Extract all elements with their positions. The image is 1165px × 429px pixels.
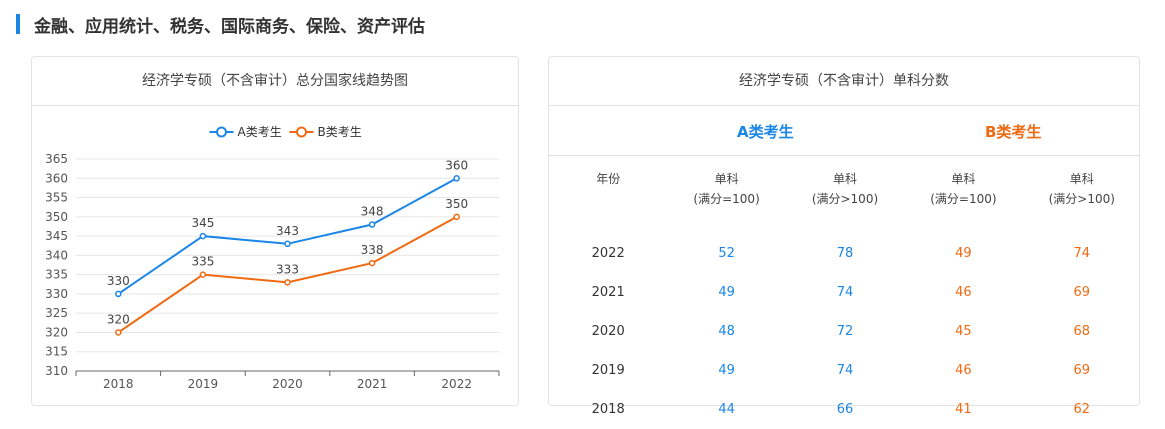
cell-a-score: 49 (718, 285, 735, 300)
data-point (368, 259, 376, 267)
data-point (453, 175, 460, 182)
data-point (284, 240, 291, 248)
section-accent-bar (16, 14, 20, 34)
cell-b-score: 41 (955, 402, 972, 417)
header-year: 年份 (596, 172, 621, 186)
cell-b-score: 49 (955, 246, 972, 261)
chart-card: 经济学专硕（不含审计）总分国家线趋势图 310 315 320 325 330 335 34… (31, 56, 519, 406)
cell-year: 2018 (591, 402, 625, 417)
data-point (115, 290, 122, 298)
cell-a-score: 66 (836, 402, 854, 417)
table-header-row: 年份 单科 (满分=100) 单科 (满分>100) 单科 (满分=100) 单科 (满分>10… (549, 161, 1141, 234)
y-tick-label: 320 (45, 325, 68, 339)
cell-year: 2021 (591, 285, 625, 300)
data-point (199, 271, 207, 278)
data-point (368, 221, 376, 228)
data-label: 335 (191, 255, 214, 269)
x-tick-label: 2018 (103, 377, 134, 391)
y-tick-label: 340 (45, 248, 68, 262)
cell-year: 2022 (591, 246, 625, 261)
cell-year: 2020 (591, 324, 625, 339)
line-chart: 310 315 320 325 330 335 340 345 350 355 360 365 2018… (45, 125, 500, 391)
header-single-subject: 单科 (满分>100) (1048, 172, 1115, 206)
data-label: 348 (361, 205, 384, 219)
y-tick-label: 315 (45, 345, 68, 359)
legend-label: A类考生 (238, 125, 282, 139)
section-header: 金融、应用统计、税务、国际商务、保险、资产评估 (16, 12, 425, 37)
table-row: 2021 49 74 46 69 (549, 273, 1141, 312)
score-table-card: 经济学专硕（不含审计）单科分数 A类考生 B类考生 年份 单科 (满分=100) 单科… (548, 56, 1140, 417)
cell-b-score: 46 (955, 285, 972, 300)
header-single-subject: 单科 (满分=100) (693, 172, 760, 206)
chart-card-title: 经济学专硕（不含审计）总分国家线趋势图 (32, 57, 518, 106)
header-single-subject: 单科 (满分>100) (811, 172, 879, 206)
data-label: 330 (107, 274, 130, 288)
data-label: 360 (445, 158, 468, 172)
score-table: 年份 单科 (满分=100) 单科 (满分>100) 单科 (满分=100) 单科 (满分>10… (549, 161, 1141, 429)
x-tick-label: 2020 (272, 377, 303, 391)
data-label: 343 (276, 224, 299, 238)
data-label: 338 (361, 243, 384, 257)
cell-a-score: 74 (836, 285, 854, 300)
cell-b-score: 74 (1073, 246, 1091, 261)
cell-b-score: 68 (1073, 324, 1091, 339)
cell-year: 2019 (591, 363, 625, 378)
y-tick-label: 350 (45, 210, 68, 224)
y-tick-label: 365 (45, 152, 68, 166)
y-tick-label: 335 (45, 268, 68, 282)
data-point (284, 279, 291, 286)
cell-a-score: 48 (718, 324, 735, 339)
y-tick-label: 325 (45, 306, 68, 320)
legend-marker (216, 126, 227, 138)
data-label: 333 (276, 262, 299, 276)
table-row: 2019 49 74 46 69 (549, 351, 1141, 390)
data-point (115, 329, 122, 336)
x-tick-label: 2022 (441, 377, 472, 391)
table-row: 2020 48 72 45 68 (549, 312, 1141, 351)
cell-b-score: 45 (955, 324, 972, 339)
cell-a-score: 52 (718, 246, 735, 261)
header-single-subject: 单科 (满分=100) (930, 172, 997, 206)
cell-b-score: 62 (1073, 402, 1091, 417)
cell-a-score: 78 (836, 246, 854, 261)
legend-marker (296, 126, 307, 138)
category-b-label: B类考生 (985, 123, 1042, 141)
data-point (453, 213, 460, 221)
cell-a-score: 49 (718, 363, 735, 378)
data-point (199, 232, 207, 240)
cell-a-score: 72 (836, 324, 854, 339)
data-label: 350 (445, 197, 468, 211)
cell-b-score: 46 (955, 363, 972, 378)
legend-label: B类考生 (318, 125, 362, 139)
y-tick-label: 330 (45, 287, 68, 301)
y-tick-label: 355 (45, 191, 68, 205)
y-tick-label: 310 (45, 364, 68, 378)
category-a-label: A类考生 (737, 123, 794, 141)
data-label: 345 (191, 216, 214, 230)
category-header-row: A类考生 B类考生 (549, 105, 1139, 156)
y-tick-label: 360 (45, 171, 68, 185)
cell-a-score: 74 (836, 363, 854, 378)
table-card-title: 经济学专硕（不含审计）单科分数 (549, 57, 1139, 106)
cell-b-score: 69 (1073, 363, 1091, 378)
cell-a-score: 44 (718, 402, 735, 417)
section-title: 金融、应用统计、税务、国际商务、保险、资产评估 (34, 16, 425, 37)
data-label: 320 (107, 312, 130, 326)
x-tick-label: 2019 (188, 377, 219, 391)
table-row: 2022 52 78 49 74 (549, 234, 1141, 273)
cell-b-score: 69 (1073, 285, 1091, 300)
table-row: 2018 44 66 41 62 (549, 390, 1141, 429)
y-tick-label: 345 (45, 229, 68, 243)
x-tick-label: 2021 (357, 377, 388, 391)
